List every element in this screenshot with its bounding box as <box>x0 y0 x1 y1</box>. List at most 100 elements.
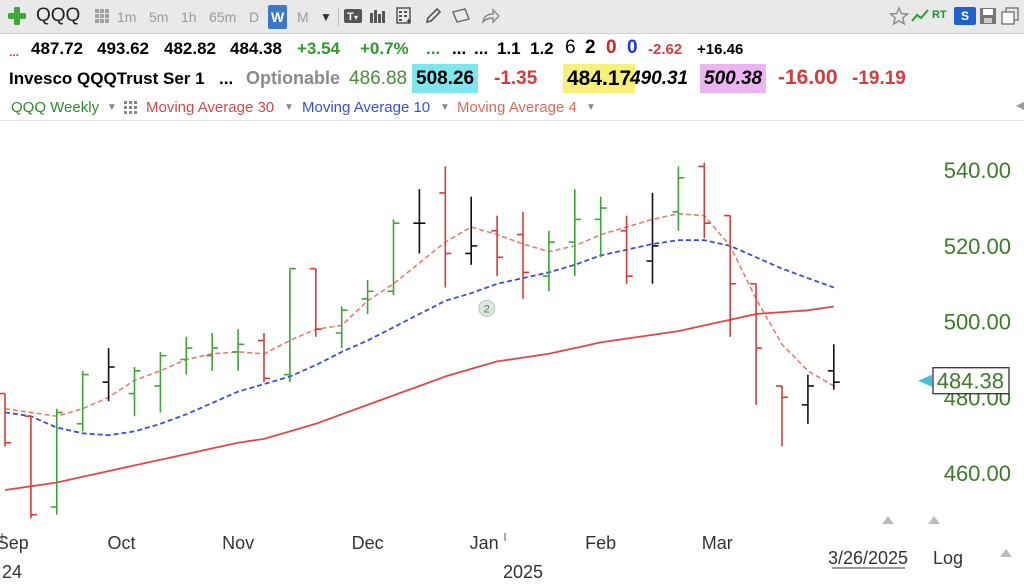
ma10-line <box>4 239 835 437</box>
optionable-label: Optionable <box>246 68 340 88</box>
legend-ma4-caret-icon[interactable]: ▼ <box>586 102 596 113</box>
x-axis-month-label: Oct <box>108 533 136 553</box>
indicator-icon[interactable] <box>910 6 930 26</box>
bar-chart-icon[interactable] <box>368 6 388 26</box>
quote-stat-1: 1.1 <box>497 39 521 58</box>
quote-row1-ellipsis: ... <box>9 45 20 59</box>
security-name: Invesco QQQTrust Ser 1 <box>9 69 205 88</box>
ma4-line <box>4 212 835 418</box>
ohlc-bar <box>24 415 37 519</box>
symbol-label[interactable]: QQQ <box>36 5 81 26</box>
ohlc-bar <box>258 332 270 383</box>
ohlc-bar <box>827 344 840 390</box>
chart-legend: QQQ Weekly ▼ Moving Average 30 ▼ Moving … <box>0 96 1024 120</box>
ma30-line <box>4 305 834 491</box>
favorite-star-icon[interactable] <box>889 6 909 26</box>
ohlc-bar <box>672 166 685 231</box>
price-change-pct: +0.7% <box>360 39 409 58</box>
last-price-label: 484.38 <box>937 369 1004 394</box>
note-icon[interactable] <box>451 6 471 26</box>
quote-row1-dots-green: ... <box>426 39 441 58</box>
timeframe-dropdown-caret-icon[interactable]: ▼ <box>320 10 332 24</box>
ohlc-bar <box>361 279 374 315</box>
ohlc-bar <box>750 282 763 405</box>
ohlc-bar <box>128 367 141 417</box>
y-axis-tick-label: 540.00 <box>944 158 1011 183</box>
ohlc-bar <box>180 336 193 375</box>
calculator-icon[interactable]: + <box>394 6 414 26</box>
ohlc-bar <box>0 392 11 447</box>
scan-badge[interactable]: S <box>954 7 976 25</box>
quote-row1-dots-a: ... <box>452 39 467 58</box>
timeframe-5m[interactable]: 5m <box>149 9 169 25</box>
quote-stat-4: 2 <box>585 37 596 58</box>
x-axis-month-label: Mar <box>702 533 733 553</box>
legend-series-caret-icon[interactable]: ▼ <box>107 102 117 113</box>
event-marker-label: 2 <box>484 303 490 315</box>
legend-ma4[interactable]: Moving Average 4 <box>457 99 577 116</box>
quote-stat-6: 0 <box>627 37 638 58</box>
add-symbol-plus-icon[interactable] <box>6 5 28 27</box>
ohlc-bar <box>517 211 529 299</box>
legend-ma30-caret-icon[interactable]: ▼ <box>284 102 294 113</box>
x-axis-month-label: Nov <box>222 533 254 553</box>
share-arrow-icon[interactable] <box>480 6 500 26</box>
log-scale-toggle[interactable]: Log <box>933 548 963 568</box>
pencil-draw-icon[interactable] <box>423 6 443 26</box>
y-axis-tick-label: 520.00 <box>944 234 1011 259</box>
x-axis-month-label: Sep <box>0 533 29 553</box>
timeframe-daily[interactable]: D <box>249 9 260 25</box>
text-tool-icon[interactable]: T ▾ <box>343 6 363 26</box>
quote-stat-5: 0 <box>606 37 617 58</box>
ohlc-bar <box>465 196 478 265</box>
quote-value-5: 490.31 <box>630 68 689 89</box>
realtime-badge[interactable]: RT <box>932 9 947 21</box>
legend-series-name[interactable]: QQQ Weekly <box>11 99 100 116</box>
quote-value-1: 486.88 <box>349 68 408 89</box>
ohlc-bar <box>724 214 737 337</box>
ohlc-bar <box>335 306 348 349</box>
legend-divider <box>0 120 1024 121</box>
legend-grid-icon[interactable] <box>124 101 137 114</box>
grid-icon[interactable] <box>92 6 112 26</box>
timeframe-weekly[interactable]: W <box>268 5 288 29</box>
svg-text:+: + <box>406 16 411 25</box>
ohlc-bar <box>594 196 607 258</box>
save-icon[interactable] <box>978 6 998 26</box>
last-price-pointer-icon <box>918 374 932 387</box>
ohlc-bar <box>491 215 504 277</box>
legend-ma10[interactable]: Moving Average 10 <box>302 99 431 116</box>
ohlc-bar <box>76 370 89 432</box>
quote-value-3: -1.35 <box>494 68 538 89</box>
quote-row2-ellipsis: ... <box>219 69 234 88</box>
legend-ma10-caret-icon[interactable]: ▼ <box>440 102 450 113</box>
x-axis-year-label: 2025 <box>503 562 543 582</box>
quote-row-details: Invesco QQQTrust Ser 1 ... Optionable 48… <box>0 64 1024 94</box>
ohlc-bar <box>50 408 63 515</box>
scroll-up-caret-icon <box>1000 549 1012 557</box>
quote-stat-2: 1.2 <box>530 39 554 58</box>
ohlc-bar <box>309 267 322 337</box>
timeframe-1m[interactable]: 1m <box>117 9 137 25</box>
ohlc-bar <box>568 189 581 277</box>
ohlc-bar <box>206 332 219 371</box>
last-price-box <box>932 367 1010 395</box>
timeframe-monthly[interactable]: M <box>297 9 309 25</box>
legend-collapse-caret-icon[interactable]: ◀ <box>1016 98 1024 112</box>
ohlc-bar <box>387 219 400 296</box>
ohlc-bar <box>646 192 659 284</box>
timeframe-65m[interactable]: 65m <box>209 9 237 25</box>
quote-value-4: 484.17 <box>563 64 636 93</box>
svg-text:▾: ▾ <box>354 13 358 22</box>
x-axis-month-label: Dec <box>352 533 384 553</box>
high-price: 493.62 <box>97 39 149 58</box>
quote-row-ohlc: ... 487.72 493.62 482.82 484.38 +3.54 +0… <box>0 36 1024 66</box>
legend-ma30[interactable]: Moving Average 30 <box>146 99 275 116</box>
window-copy-icon[interactable] <box>1000 6 1020 26</box>
timeframe-1h[interactable]: 1h <box>181 9 197 25</box>
quote-stat-7: -2.62 <box>648 41 683 58</box>
price-change: +3.54 <box>297 39 341 58</box>
quote-stat-3: 6 <box>565 37 576 58</box>
ohlc-bar <box>413 189 426 254</box>
